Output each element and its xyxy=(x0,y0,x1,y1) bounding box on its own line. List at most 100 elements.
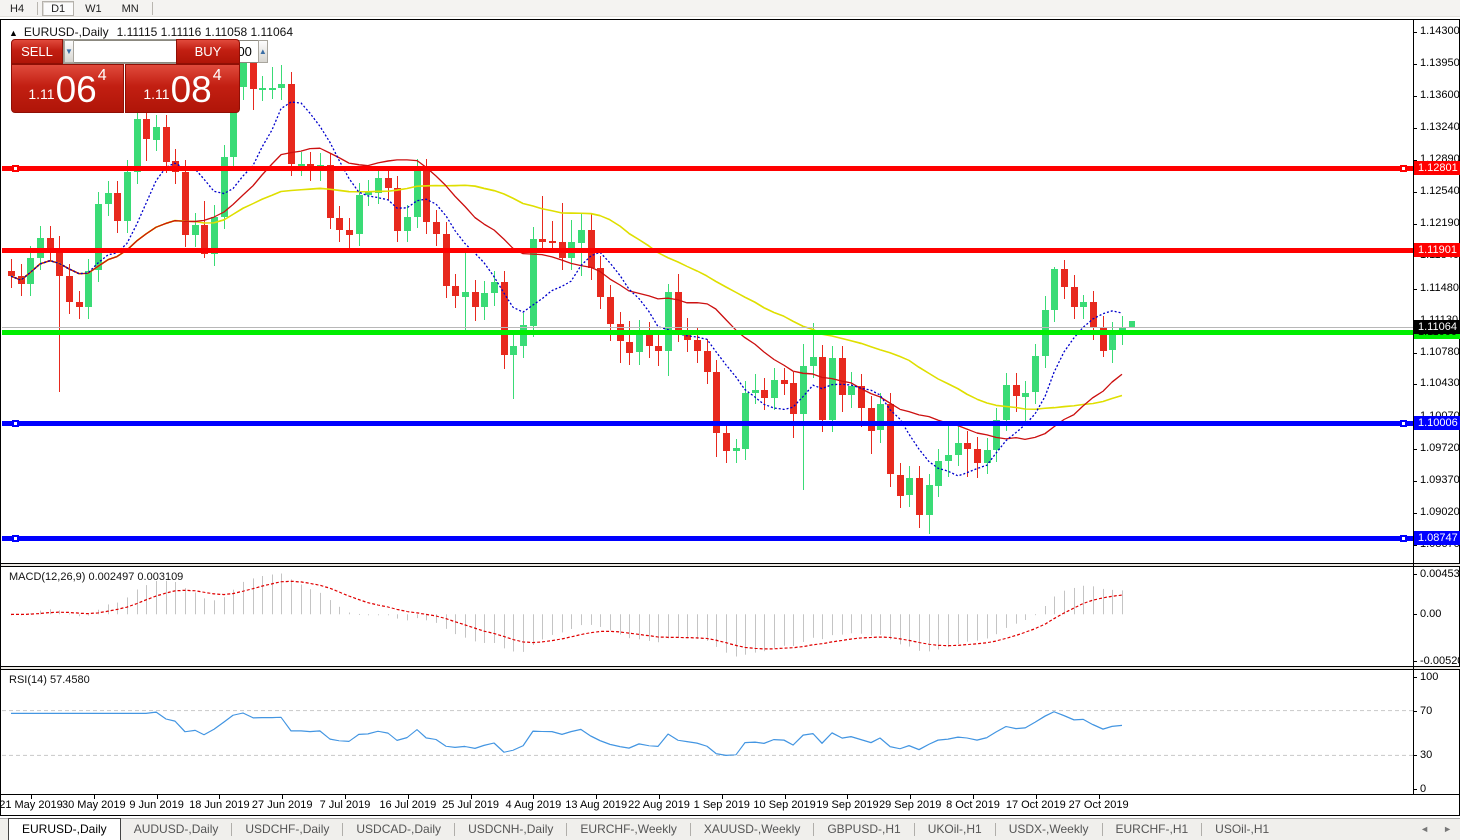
date-axis-tick xyxy=(282,795,284,799)
price-axis-tick xyxy=(1413,128,1417,130)
macd-axis-label: 0.00 xyxy=(1420,608,1442,621)
symbol-tab-eurusd-daily[interactable]: EURUSD-,Daily xyxy=(8,818,121,840)
symbol-tab-usdcnh-daily[interactable]: USDCNH-,Daily xyxy=(468,822,554,836)
buy-price-prefix: 1.11 xyxy=(143,86,170,102)
date-axis-tick xyxy=(847,795,849,799)
date-axis-tick xyxy=(533,795,535,799)
tab-separator xyxy=(566,823,568,836)
symbol-tab-eurchf-h1[interactable]: EURCHF-,H1 xyxy=(1115,822,1189,836)
price-axis-label: 1.13600 xyxy=(1420,88,1460,101)
date-axis-label: 21 May 2019 xyxy=(0,799,63,811)
price-axis-label: 1.09020 xyxy=(1420,505,1460,518)
price-axis-label: 1.13240 xyxy=(1420,121,1460,134)
price-axis-label: 1.13950 xyxy=(1420,56,1460,69)
symbol-tab-ukoil-h1[interactable]: UKOil-,H1 xyxy=(927,822,982,836)
symbol-tab-usoil-h1[interactable]: USOil-,H1 xyxy=(1215,822,1270,836)
buy-button[interactable]: BUY xyxy=(176,39,240,64)
collapse-triangle-icon[interactable]: ▲ xyxy=(9,28,18,38)
panel-splitter[interactable] xyxy=(1,563,1460,567)
macd-axis-tick xyxy=(1413,614,1417,616)
current-price-tag: 1.11064 xyxy=(1414,319,1460,334)
tab-separator xyxy=(689,823,691,836)
macd-panel-canvas[interactable] xyxy=(2,568,1413,665)
macd-label: MACD(12,26,9) 0.002497 0.003109 xyxy=(9,571,183,583)
price-axis-tick xyxy=(1413,31,1417,33)
price-axis-label: 1.11480 xyxy=(1420,281,1459,294)
volume-control: ▼ ▲ xyxy=(63,39,268,64)
rsi-axis-tick xyxy=(1413,755,1417,757)
price-axis-tick xyxy=(1413,384,1417,386)
price-axis-tick xyxy=(1413,288,1417,290)
buy-price-big-digits: 08 xyxy=(170,69,212,110)
date-axis-tick xyxy=(93,795,95,799)
date-axis-label: 16 Jul 2019 xyxy=(379,799,437,811)
symbol-tab-gbpusd-h1[interactable]: GBPUSD-,H1 xyxy=(827,822,901,836)
level-price-tag: 1.11901 xyxy=(1414,243,1460,258)
date-axis-label: 17 Oct 2019 xyxy=(1005,799,1066,811)
tab-separator xyxy=(813,823,815,836)
timeframe-h4-button[interactable]: H4 xyxy=(10,2,25,15)
date-axis-label: 1 Sep 2019 xyxy=(693,799,750,811)
date-axis-tick xyxy=(784,795,786,799)
chart-ohlc-values: 1.11115 1.11116 1.11058 1.11064 xyxy=(116,25,293,39)
symbol-tab-usdchf-daily[interactable]: USDCHF-,Daily xyxy=(245,822,330,836)
volume-increase-button[interactable]: ▲ xyxy=(257,40,268,63)
symbol-tab-usdcad-daily[interactable]: USDCAD-,Daily xyxy=(356,822,442,836)
rsi-name: RSI(14) xyxy=(9,674,47,686)
date-axis-tick xyxy=(1098,795,1100,799)
tab-separator xyxy=(231,823,233,836)
date-axis-tick xyxy=(156,795,158,799)
price-axis-tick xyxy=(1413,449,1417,451)
rsi-label: RSI(14) 57.4580 xyxy=(9,674,90,686)
tab-separator xyxy=(913,823,915,836)
date-axis-label: 9 Jun 2019 xyxy=(129,799,184,811)
tab-scroll-controls: ◄ ► xyxy=(1420,824,1452,834)
date-axis-tick xyxy=(1035,795,1037,799)
tab-separator xyxy=(454,823,456,836)
date-axis-label: 7 Jul 2019 xyxy=(319,799,371,811)
date-axis-tick xyxy=(407,795,409,799)
chart-symbol-period: EURUSD-,Daily xyxy=(23,25,109,39)
symbol-tab-audusd-daily[interactable]: AUDUSD-,Daily xyxy=(133,822,219,836)
date-axis-label: 13 Aug 2019 xyxy=(565,799,628,811)
panel-border xyxy=(1,794,1460,795)
tab-separator xyxy=(1101,823,1103,836)
timeframe-mn-button[interactable]: MN xyxy=(121,2,139,15)
rsi-axis-tick xyxy=(1413,789,1417,790)
price-axis-label: 1.10780 xyxy=(1420,345,1460,358)
timeframe-d1-button[interactable]: D1 xyxy=(42,0,75,16)
date-axis-tick xyxy=(973,795,974,799)
price-axis-label: 1.09720 xyxy=(1420,442,1460,455)
sell-price-panel[interactable]: 1.11 06 4 xyxy=(11,64,124,113)
tab-scroll-right-icon[interactable]: ► xyxy=(1443,824,1452,834)
symbol-tab-usdx-weekly[interactable]: USDX-,Weekly xyxy=(1008,822,1089,836)
buy-price-pipette: 4 xyxy=(212,67,222,84)
macd-axis-label: 0.004536 xyxy=(1420,567,1460,580)
date-axis-tick xyxy=(219,795,221,799)
rsi-axis-tick xyxy=(1413,677,1417,678)
tab-scroll-left-icon[interactable]: ◄ xyxy=(1420,824,1430,834)
price-axis-tick xyxy=(1413,352,1417,354)
date-axis-tick xyxy=(659,795,660,799)
symbol-tab-xauusd-weekly[interactable]: XAUUSD-,Weekly xyxy=(703,822,801,836)
date-axis-label: 27 Oct 2019 xyxy=(1068,799,1129,811)
symbol-tab-eurchf-weekly[interactable]: EURCHF-,Weekly xyxy=(580,822,677,836)
price-axis-separator xyxy=(1413,20,1414,794)
macd-axis-tick xyxy=(1413,573,1417,575)
date-axis-tick xyxy=(345,795,346,799)
buy-price-panel[interactable]: 1.11 08 4 xyxy=(125,64,240,113)
rsi-panel-canvas[interactable] xyxy=(2,671,1413,794)
price-axis-label: 1.09370 xyxy=(1420,473,1460,486)
date-axis-tick xyxy=(910,795,912,799)
tab-separator xyxy=(1201,823,1203,836)
price-axis-tick xyxy=(1413,160,1417,162)
date-axis-tick xyxy=(31,795,32,799)
date-axis-label: 25 Jul 2019 xyxy=(442,799,500,811)
price-axis-tick xyxy=(1413,63,1417,65)
volume-decrease-button[interactable]: ▼ xyxy=(64,40,74,63)
date-axis-label: 19 Sep 2019 xyxy=(816,799,879,811)
sell-button[interactable]: SELL xyxy=(11,39,63,64)
panel-splitter[interactable] xyxy=(1,666,1460,670)
timeframe-w1-button[interactable]: W1 xyxy=(85,2,102,15)
